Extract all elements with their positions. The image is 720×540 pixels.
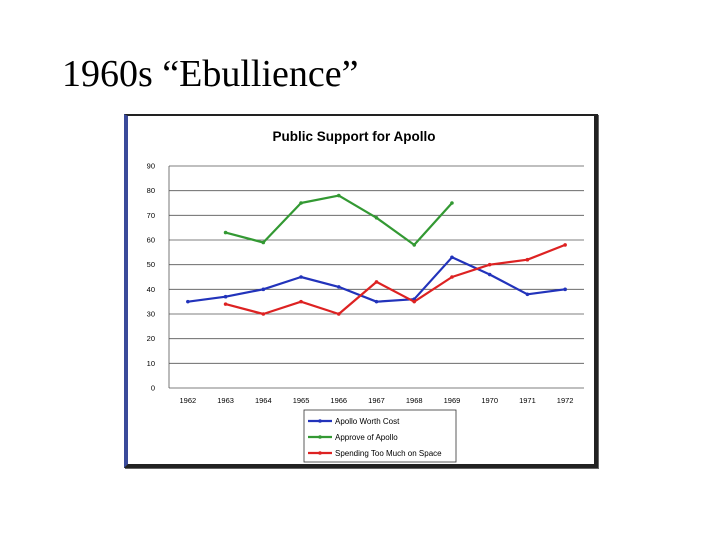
data-point-apollo-worth-cost-1971 — [525, 292, 530, 297]
legend-marker-approve-of-apollo — [318, 435, 322, 439]
data-point-approve-of-apollo-1963 — [223, 230, 228, 235]
y-tick-label-20: 20 — [147, 334, 155, 343]
data-point-spending-too-much-on-space-1971 — [525, 257, 530, 262]
x-tick-label-1965: 1965 — [293, 396, 310, 405]
data-point-apollo-worth-cost-1962 — [186, 299, 190, 304]
data-point-spending-too-much-on-space-1966 — [336, 312, 341, 316]
y-tick-label-40: 40 — [147, 285, 155, 294]
chart-title: Public Support for Apollo — [273, 129, 436, 144]
chart-frame: Public Support for Apollo 0 10 20 30 40 50 60 70… — [124, 114, 598, 468]
data-point-approve-of-apollo-1968 — [412, 243, 417, 247]
data-point-apollo-worth-cost-1972 — [563, 287, 567, 292]
line-chart: Public Support for Apollo 0 10 20 30 40 50 60 70… — [147, 129, 584, 463]
y-tick-label-50: 50 — [147, 260, 155, 269]
x-tick-label-1968: 1968 — [406, 396, 423, 405]
legend-marker-apollo-worth-cost — [318, 419, 322, 423]
y-tick-label-70: 70 — [147, 211, 155, 220]
data-point-approve-of-apollo-1966 — [336, 193, 341, 198]
data-point-spending-too-much-on-space-1968 — [412, 299, 417, 304]
legend-marker-spending-too-much-on-space — [318, 451, 322, 455]
data-point-apollo-worth-cost-1966 — [336, 285, 341, 289]
series-line-spending-too-much-on-space — [225, 243, 566, 316]
data-point-apollo-worth-cost-1970 — [487, 272, 492, 277]
x-tick-label-1972: 1972 — [557, 396, 574, 405]
data-point-approve-of-apollo-1965 — [299, 201, 303, 205]
y-tick-label-0: 0 — [151, 384, 155, 393]
x-tick-label-1970: 1970 — [481, 396, 498, 405]
data-point-approve-of-apollo-1964 — [261, 240, 266, 245]
legend-label-approve-of-apollo: Approve of Apollo — [335, 433, 398, 442]
data-point-approve-of-apollo-1967 — [374, 216, 379, 220]
y-tick-label-90: 90 — [147, 162, 155, 171]
data-point-apollo-worth-cost-1965 — [299, 275, 303, 279]
data-point-spending-too-much-on-space-1964 — [261, 312, 266, 316]
data-point-approve-of-apollo-1969 — [450, 201, 454, 205]
data-point-spending-too-much-on-space-1972 — [563, 243, 567, 247]
y-tick-label-60: 60 — [147, 236, 155, 245]
series-line-apollo-worth-cost — [187, 256, 566, 303]
x-tick-label-1966: 1966 — [330, 396, 347, 405]
data-point-apollo-worth-cost-1964 — [261, 287, 266, 292]
data-point-spending-too-much-on-space-1967 — [374, 280, 379, 284]
data-point-spending-too-much-on-space-1963 — [223, 302, 228, 306]
data-point-spending-too-much-on-space-1969 — [450, 275, 454, 279]
data-point-spending-too-much-on-space-1970 — [487, 262, 492, 267]
x-tick-label-1967: 1967 — [368, 396, 385, 405]
legend-label-spending-too-much-on-space: Spending Too Much on Space — [335, 449, 442, 458]
x-tick-label-1963: 1963 — [217, 396, 234, 405]
y-tick-label-80: 80 — [147, 186, 155, 195]
data-point-apollo-worth-cost-1969 — [450, 255, 454, 260]
x-tick-label-1969: 1969 — [444, 396, 461, 405]
series-line-approve-of-apollo — [225, 194, 453, 246]
x-tick-label-1962: 1962 — [180, 396, 197, 405]
data-point-apollo-worth-cost-1967 — [374, 299, 379, 304]
slide-title: 1960s “Ebullience” — [62, 53, 359, 95]
x-tick-label-1971: 1971 — [519, 396, 536, 405]
y-tick-label-10: 10 — [147, 359, 155, 368]
y-tick-label-30: 30 — [147, 310, 155, 319]
data-point-apollo-worth-cost-1963 — [223, 294, 228, 299]
x-tick-label-1964: 1964 — [255, 396, 272, 405]
data-point-spending-too-much-on-space-1965 — [299, 299, 303, 304]
legend-label-apollo-worth-cost: Apollo Worth Cost — [335, 417, 400, 426]
